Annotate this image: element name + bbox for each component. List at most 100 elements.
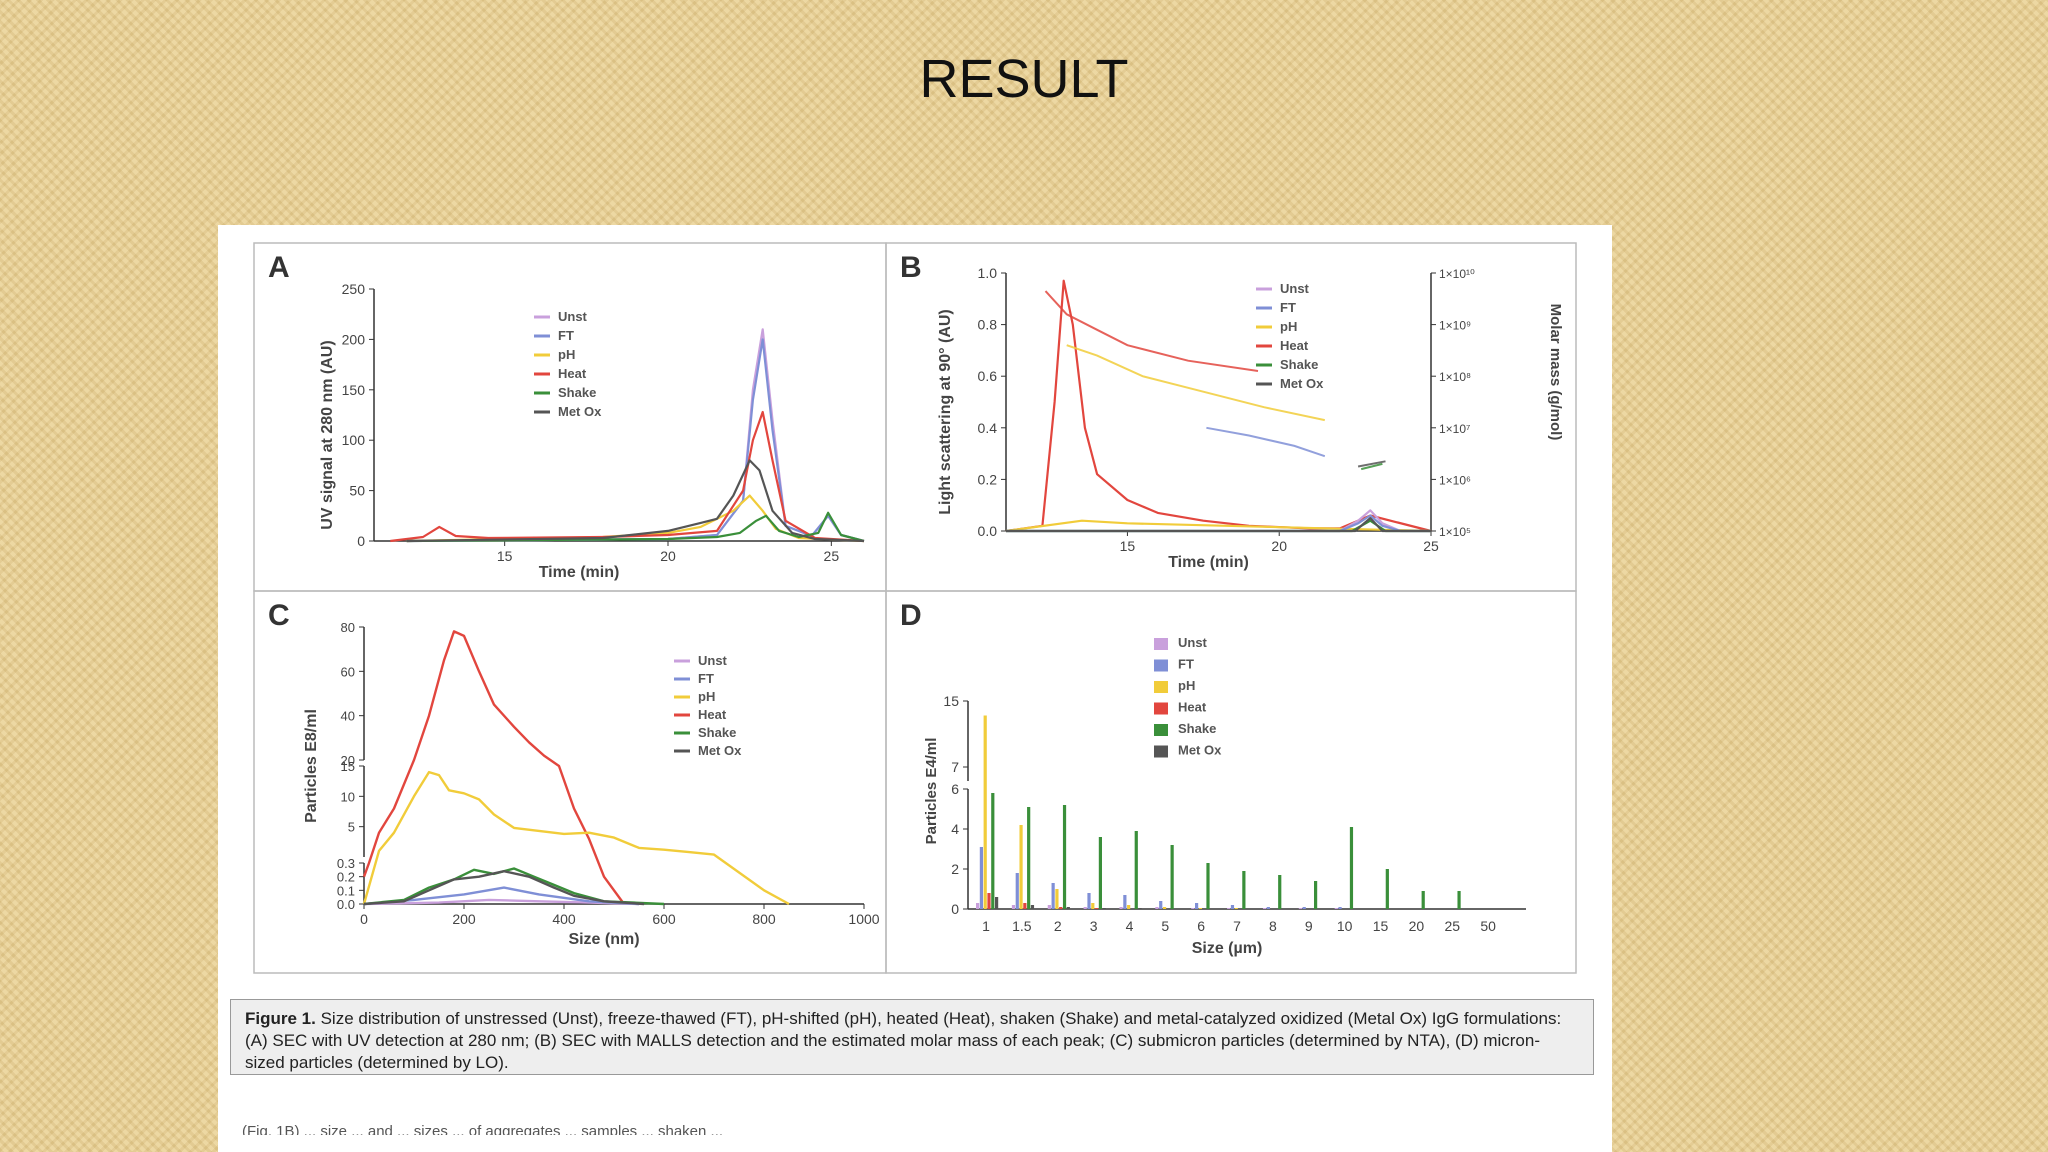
y-tick-label: 20 [341, 753, 355, 768]
y-tick-label: 15 [943, 693, 959, 709]
x-tick-label: 15 [1373, 918, 1389, 934]
y-tick-label: 0.3 [337, 856, 355, 871]
y2-axis-label: Molar mass (g/mol) [1547, 304, 1564, 441]
legend-label: FT [558, 328, 574, 343]
y2-tick-label: 1×10⁹ [1439, 319, 1471, 333]
y-axis-label: Particles E8/ml [303, 709, 320, 823]
bar-unst [1334, 908, 1338, 909]
panel-d: D 0 2 4 6 7 15 1 1.5 2 3 4 5 6 7 8 9 10 15 20 25 50 Size (µm) P… [885, 590, 1577, 974]
x-tick-label: 6 [1197, 918, 1205, 934]
y-tick-label: 15 [341, 759, 355, 774]
legend-label: Unst [1280, 281, 1310, 296]
x-tick-label: 1000 [848, 911, 879, 927]
series-heat [1005, 279, 1432, 533]
x-tick-label: 8 [1269, 918, 1277, 934]
panel-border [885, 590, 1577, 974]
x-axis-label: Size (µm) [1192, 940, 1263, 957]
bar-ph [1091, 903, 1095, 909]
bar-unst [1047, 905, 1051, 909]
legend-label: Shake [558, 385, 596, 400]
x-tick-label: 5 [1161, 918, 1169, 934]
bar-ft [1159, 901, 1163, 909]
bar-heat [1059, 907, 1063, 909]
legend-label: Unst [558, 309, 588, 324]
series-ph [362, 770, 790, 906]
series-shake [406, 511, 865, 543]
series-heat [390, 410, 865, 543]
bar-ft [1302, 907, 1306, 909]
molar-mass-ft [1206, 426, 1326, 458]
figure-caption: Figure 1. Size distribution of unstresse… [230, 999, 1594, 1075]
y-tick-label: 50 [349, 483, 365, 499]
bar-ft [1195, 903, 1199, 909]
bar-heat [1095, 908, 1099, 909]
legend-label: Met Ox [1280, 376, 1324, 391]
bar-unst [1083, 907, 1087, 909]
bar-ph [1019, 825, 1023, 909]
bar-heat [1023, 903, 1027, 909]
x-tick-label: 400 [552, 911, 576, 927]
chart-a: A 0 50 100 150 200 250 15 20 25 Time (min) UV signa… [253, 242, 887, 592]
x-tick-label: 15 [1120, 538, 1136, 554]
y2-tick-label: 1×10⁵ [1439, 525, 1471, 539]
y-tick-label: 80 [341, 620, 355, 635]
y-tick-label: 5 [348, 820, 355, 835]
y-tick-label: 100 [342, 432, 366, 448]
x-tick-label: 25 [1444, 918, 1460, 934]
bar-unst [1262, 908, 1267, 909]
legend-label: Heat [1280, 338, 1309, 353]
legend-label: pH [1178, 678, 1195, 693]
x-tick-label: 10 [1337, 918, 1353, 934]
x-tick-label: 25 [1423, 538, 1439, 554]
x-tick-label: 3 [1090, 918, 1098, 934]
caption-text: Size distribution of unstressed (Unst), … [245, 1009, 1562, 1072]
legend-swatch [1154, 659, 1168, 672]
series-met-ox [1006, 517, 1431, 533]
molar-mass-shake [1360, 462, 1383, 471]
x-tick-label: 2 [1054, 918, 1062, 934]
y-tick-label: 0.0 [337, 897, 355, 912]
bar-ft [1015, 873, 1019, 909]
bar-ft [1230, 905, 1235, 909]
legend-label: pH [558, 347, 575, 362]
bar-met-ox [1030, 905, 1035, 909]
figure: A 0 50 100 150 200 250 15 20 25 Time (min) UV signa… [218, 225, 1612, 1152]
caption-label: Figure 1. [245, 1009, 316, 1028]
molar-mass-met-ox [1357, 460, 1386, 468]
bar-ph [1234, 908, 1238, 909]
legend-swatch [1154, 724, 1168, 736]
y-tick-label: 0.6 [978, 368, 998, 384]
x-tick-label: 4 [1126, 918, 1134, 934]
bar-ft [1087, 893, 1091, 909]
y-axis-label: Particles E4/ml [923, 738, 940, 845]
x-tick-label: 1 [982, 918, 990, 934]
y-axis-label: UV signal at 280 nm (AU) [319, 340, 336, 529]
legend-label: Shake [698, 725, 736, 740]
bar-ph [1055, 889, 1059, 909]
bar-shake [1349, 827, 1354, 909]
bar-shake [1385, 869, 1389, 909]
legend-swatch [1154, 702, 1168, 715]
legend-label: FT [1280, 300, 1296, 315]
y-tick-label: 250 [342, 281, 366, 297]
bar-shake [1206, 863, 1210, 909]
legend-swatch [1154, 638, 1168, 650]
y-tick-label: 0.2 [978, 471, 998, 487]
panel-letter: B [900, 251, 922, 284]
bar-unst [1227, 908, 1231, 909]
legend-label: FT [1178, 657, 1194, 672]
panel-letter: C [268, 599, 290, 632]
x-tick-label: 7 [1233, 918, 1241, 934]
legend-label: FT [698, 671, 714, 686]
y-axis-label: Light scattering at 90° (AU) [937, 309, 954, 515]
x-tick-label: 800 [752, 911, 776, 927]
bar-unst [1011, 905, 1016, 909]
series-ph [1005, 519, 1432, 533]
bar-ft [1338, 907, 1342, 909]
bar-shake [1457, 891, 1461, 909]
panel-b: B 0.0 0.2 0.4 0.6 0.8 1.0 15 20 25 1×10⁵ 1×10⁶ 1×10⁷… [885, 242, 1577, 592]
bar-ft [1266, 907, 1270, 909]
bar-shake [1170, 845, 1174, 909]
legend-label: pH [698, 689, 715, 704]
